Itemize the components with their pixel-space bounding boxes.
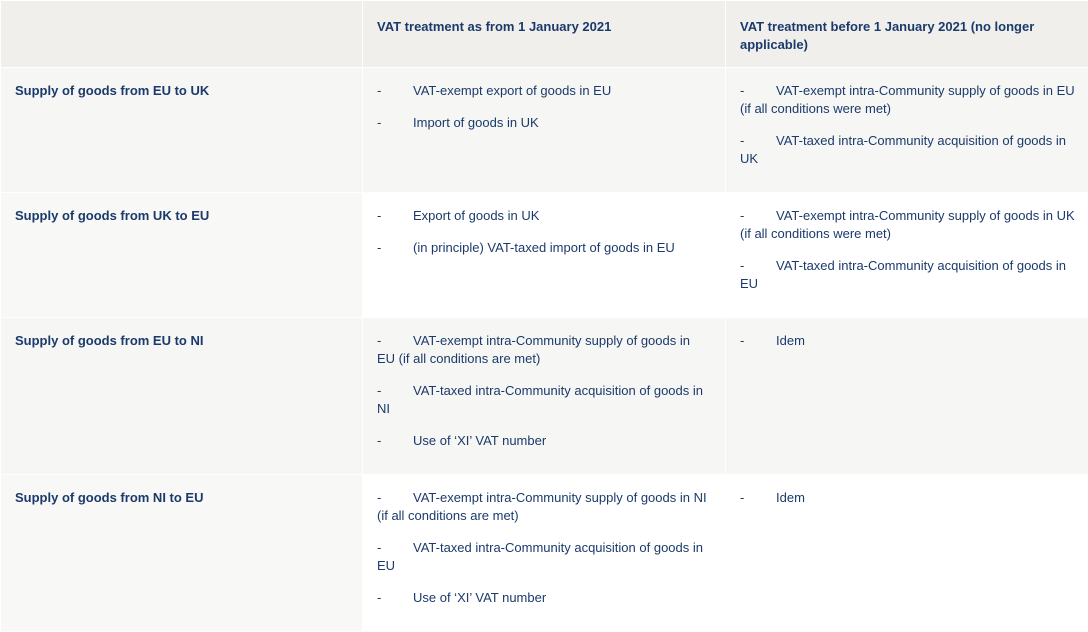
list-item: - VAT-exempt intra-Community supply of go…: [377, 332, 711, 368]
list-item: - VAT-exempt export of goods in EU: [377, 82, 711, 100]
header-cell: VAT treatment as from 1 January 2021: [363, 1, 725, 67]
row-label: Supply of goods from EU to UK: [1, 68, 362, 192]
item-text: VAT-exempt intra-Community supply of goo…: [740, 83, 1075, 116]
item-text: (in principle) VAT-taxed import of goods…: [413, 240, 675, 255]
treatment-cell: - Idem: [726, 318, 1088, 474]
list-item: - (in principle) VAT-taxed import of good…: [377, 239, 711, 257]
treatment-cell: - VAT-exempt intra-Community supply of go…: [363, 475, 725, 631]
row-label: Supply of goods from NI to EU: [1, 475, 362, 631]
bullet: -: [740, 258, 745, 273]
row-label: Supply of goods from UK to EU: [1, 193, 362, 317]
table-row: Supply of goods from NI to EU - VAT-exempt…: [1, 475, 1088, 631]
bullet: -: [377, 240, 382, 255]
item-text: Idem: [776, 490, 805, 505]
item-text: Import of goods in UK: [413, 115, 539, 130]
item-text: Idem: [776, 333, 805, 348]
list-item: - Idem: [740, 332, 1075, 350]
item-text: Use of ‘XI’ VAT number: [413, 590, 547, 605]
item-text: VAT-exempt intra-Community supply of goo…: [740, 208, 1075, 241]
list-item: - VAT-taxed intra-Community acquisition o…: [740, 257, 1075, 293]
treatment-cell: - Idem: [726, 475, 1088, 631]
item-text: Use of ‘XI’ VAT number: [413, 433, 547, 448]
list-item: - VAT-taxed intra-Community acquisition o…: [740, 132, 1075, 168]
item-text: VAT-exempt intra-Community supply of goo…: [377, 490, 707, 523]
treatment-cell: - VAT-exempt export of goods in EU - Import…: [363, 68, 725, 192]
item-text: VAT-taxed intra-Community acquisition of…: [377, 383, 703, 416]
list-item: - VAT-taxed intra-Community acquisition o…: [377, 539, 711, 575]
list-item: - VAT-exempt intra-Community supply of go…: [740, 207, 1075, 243]
list-item: - Use of ‘XI’ VAT number: [377, 432, 711, 450]
list-item: - Use of ‘XI’ VAT number: [377, 589, 711, 607]
list-item: - Import of goods in UK: [377, 114, 711, 132]
bullet: -: [377, 433, 382, 448]
bullet: -: [377, 333, 382, 348]
list-item: - VAT-exempt intra-Community supply of go…: [740, 82, 1075, 118]
page: {"table":{ "header":["","VAT treatment a…: [1, 1, 1088, 605]
bullet: -: [740, 133, 745, 148]
bullet: -: [740, 208, 745, 223]
treatment-cell: - VAT-exempt intra-Community supply of go…: [363, 318, 725, 474]
list-item: - Idem: [740, 489, 1075, 507]
bullet: -: [377, 115, 382, 130]
item-text: VAT-taxed intra-Community acquisition of…: [740, 258, 1066, 291]
bullet: -: [377, 590, 382, 605]
bullet: -: [377, 490, 382, 505]
bullet: -: [740, 333, 745, 348]
row-label: Supply of goods from EU to NI: [1, 318, 362, 474]
item-text: VAT-exempt export of goods in EU: [413, 83, 612, 98]
list-item: - VAT-exempt intra-Community supply of go…: [377, 489, 711, 525]
item-text: VAT-taxed intra-Community acquisition of…: [740, 133, 1066, 166]
bullet: -: [377, 383, 382, 398]
header-row: VAT treatment as from 1 January 2021 VAT …: [1, 1, 1088, 67]
bullet: -: [740, 83, 745, 98]
treatment-cell: - VAT-exempt intra-Community supply of go…: [726, 68, 1088, 192]
bullet: -: [377, 208, 382, 223]
bullet: -: [377, 540, 382, 555]
bullet: -: [740, 490, 745, 505]
header-cell: VAT treatment before 1 January 2021 (no …: [726, 1, 1088, 67]
list-item: - Export of goods in UK: [377, 207, 711, 225]
item-text: VAT-taxed intra-Community acquisition of…: [377, 540, 703, 573]
bullet: -: [377, 83, 382, 98]
treatment-cell: - Export of goods in UK - (in principle) VA…: [363, 193, 725, 317]
treatment-cell: - VAT-exempt intra-Community supply of go…: [726, 193, 1088, 317]
item-text: VAT-exempt intra-Community supply of goo…: [377, 333, 690, 366]
header-cell: [1, 1, 362, 67]
list-item: - VAT-taxed intra-Community acquisition o…: [377, 382, 711, 418]
table-row: Supply of goods from UK to EU - Export of …: [1, 193, 1088, 317]
table-row: Supply of goods from EU to UK - VAT-exempt…: [1, 68, 1088, 192]
item-text: Export of goods in UK: [413, 208, 540, 223]
table-row: Supply of goods from EU to NI - VAT-exempt…: [1, 318, 1088, 474]
